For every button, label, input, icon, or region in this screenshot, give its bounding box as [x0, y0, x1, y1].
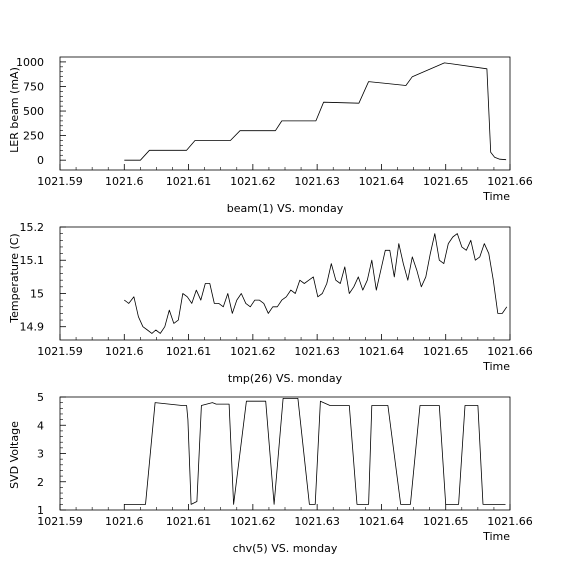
- y-tick-label: 500: [23, 105, 44, 118]
- x-tick-label: 1021.62: [230, 175, 276, 188]
- y-axis-label: Temperature (C): [8, 233, 21, 323]
- x-axis-label: Time: [482, 530, 510, 543]
- x-tick-label: 1021.66: [487, 345, 533, 358]
- x-axis-label: Time: [482, 360, 510, 373]
- x-tick-label: 1021.63: [294, 345, 340, 358]
- x-tick-label: 1021.62: [230, 515, 276, 528]
- series-line: [124, 62, 507, 161]
- y-tick-label: 0: [37, 154, 44, 167]
- y-tick-label: 14.9: [20, 321, 45, 334]
- chart-panel-voltage: SVD Voltage Time chv(5) VS. monday 1021.…: [8, 391, 533, 555]
- chart-panel-temperature: Temperature (C) Time tmp(26) VS. monday …: [8, 221, 533, 385]
- y-tick-label: 15.1: [20, 254, 45, 267]
- y-tick-label: 1000: [16, 56, 44, 69]
- x-tick-label: 1021.65: [423, 515, 469, 528]
- x-tick-label: 1021.6: [105, 345, 144, 358]
- y-tick-label: 3: [37, 448, 44, 461]
- series-line: [124, 233, 508, 334]
- y-tick-label: 1: [37, 504, 44, 517]
- y-tick-label: 750: [23, 80, 44, 93]
- chart-caption: beam(1) VS. monday: [227, 202, 344, 215]
- y-tick-label: 15.2: [20, 221, 45, 234]
- series-line: [124, 397, 506, 505]
- x-tick-label: 1021.65: [423, 345, 469, 358]
- y-axis-label: LER beam (mA): [8, 67, 21, 153]
- x-tick-label: 1021.61: [166, 515, 212, 528]
- x-tick-label: 1021.64: [359, 175, 405, 188]
- x-tick-label: 1021.63: [294, 515, 340, 528]
- x-tick-label: 1021.65: [423, 175, 469, 188]
- y-tick-label: 2: [37, 476, 44, 489]
- x-tick-label: 1021.59: [37, 515, 83, 528]
- x-tick-label: 1021.6: [105, 175, 144, 188]
- y-tick-label: 15: [30, 287, 44, 300]
- chart-caption: chv(5) VS. monday: [233, 542, 338, 555]
- x-tick-label: 1021.63: [294, 175, 340, 188]
- x-tick-label: 1021.61: [166, 345, 212, 358]
- plot-frame: [59, 226, 511, 341]
- x-tick-label: 1021.64: [359, 345, 405, 358]
- x-tick-label: 1021.62: [230, 345, 276, 358]
- y-tick-label: 250: [23, 130, 44, 143]
- x-tick-label: 1021.59: [37, 345, 83, 358]
- y-tick-label: 5: [37, 391, 44, 404]
- chart-panel-beam: LER beam (mA) Time beam(1) VS. monday 10…: [8, 56, 533, 215]
- x-tick-label: 1021.66: [487, 515, 533, 528]
- y-axis-label: SVD Voltage: [8, 421, 21, 489]
- x-tick-label: 1021.61: [166, 175, 212, 188]
- x-axis-label: Time: [482, 190, 510, 203]
- x-tick-label: 1021.64: [359, 515, 405, 528]
- x-tick-label: 1021.66: [487, 175, 533, 188]
- x-tick-label: 1021.6: [105, 515, 144, 528]
- plot-frame: [59, 56, 511, 171]
- chart-caption: tmp(26) VS. monday: [228, 372, 343, 385]
- x-tick-label: 1021.59: [37, 175, 83, 188]
- y-tick-label: 4: [37, 419, 44, 432]
